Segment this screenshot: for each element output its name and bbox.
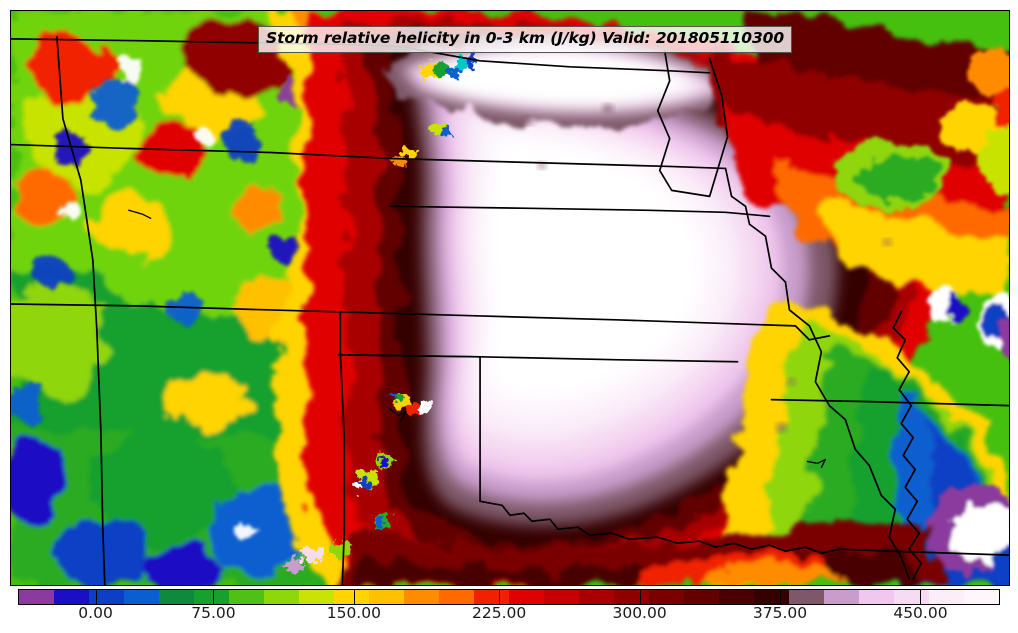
colorbar-segment: [334, 590, 369, 604]
colorbar-segment: [649, 590, 684, 604]
map-plot-area: Storm relative helicity in 0-3 km (J/kg)…: [10, 10, 1010, 586]
colorbar-segment: [509, 590, 544, 604]
colorbar-segment: [614, 590, 649, 604]
colorbar-tick-label: 300.00: [612, 604, 667, 622]
colorbar-segment: [54, 590, 89, 604]
helicity-field: [11, 11, 1009, 585]
colorbar-tick-label: 150.00: [326, 604, 381, 622]
colorbar-segment: [474, 590, 509, 604]
colorbar-segment: [789, 590, 824, 604]
colorbar-segment: [754, 590, 789, 604]
colorbar: [18, 589, 1000, 605]
colorbar-segment: [859, 590, 894, 604]
colorbar-segment: [404, 590, 439, 604]
colorbar-segment: [229, 590, 264, 604]
colorbar-segment: [89, 590, 124, 604]
colorbar-segment: [159, 590, 194, 604]
colorbar-segment: [579, 590, 614, 604]
colorbar-segment: [299, 590, 334, 604]
colorbar-segment: [124, 590, 159, 604]
colorbar-segment: [719, 590, 754, 604]
colorbar-segment: [439, 590, 474, 604]
colorbar-segment: [824, 590, 859, 604]
colorbar-tick-label: 450.00: [893, 604, 948, 622]
colorbar-segment: [684, 590, 719, 604]
colorbar-segment: [369, 590, 404, 604]
colorbar-segment: [964, 590, 999, 604]
colorbar-segment: [929, 590, 964, 604]
colorbar-segment: [544, 590, 579, 604]
plot-title: Storm relative helicity in 0-3 km (J/kg)…: [258, 26, 793, 53]
colorbar-tick-label: 0.00: [78, 604, 113, 622]
colorbar-tick-label: 375.00: [752, 604, 808, 622]
colorbar-tick-label: 225.00: [472, 604, 527, 622]
colorbar-segment: [264, 590, 299, 604]
colorbar-gradient: [18, 589, 1000, 605]
colorbar-segment: [19, 590, 54, 604]
colorbar-tick-labels: 0.0075.00150.00225.00300.00375.00450.005…: [0, 604, 1018, 630]
colorbar-tick-label: 75.00: [191, 604, 236, 622]
colorbar-segment: [894, 590, 929, 604]
colorbar-segment: [194, 590, 229, 604]
